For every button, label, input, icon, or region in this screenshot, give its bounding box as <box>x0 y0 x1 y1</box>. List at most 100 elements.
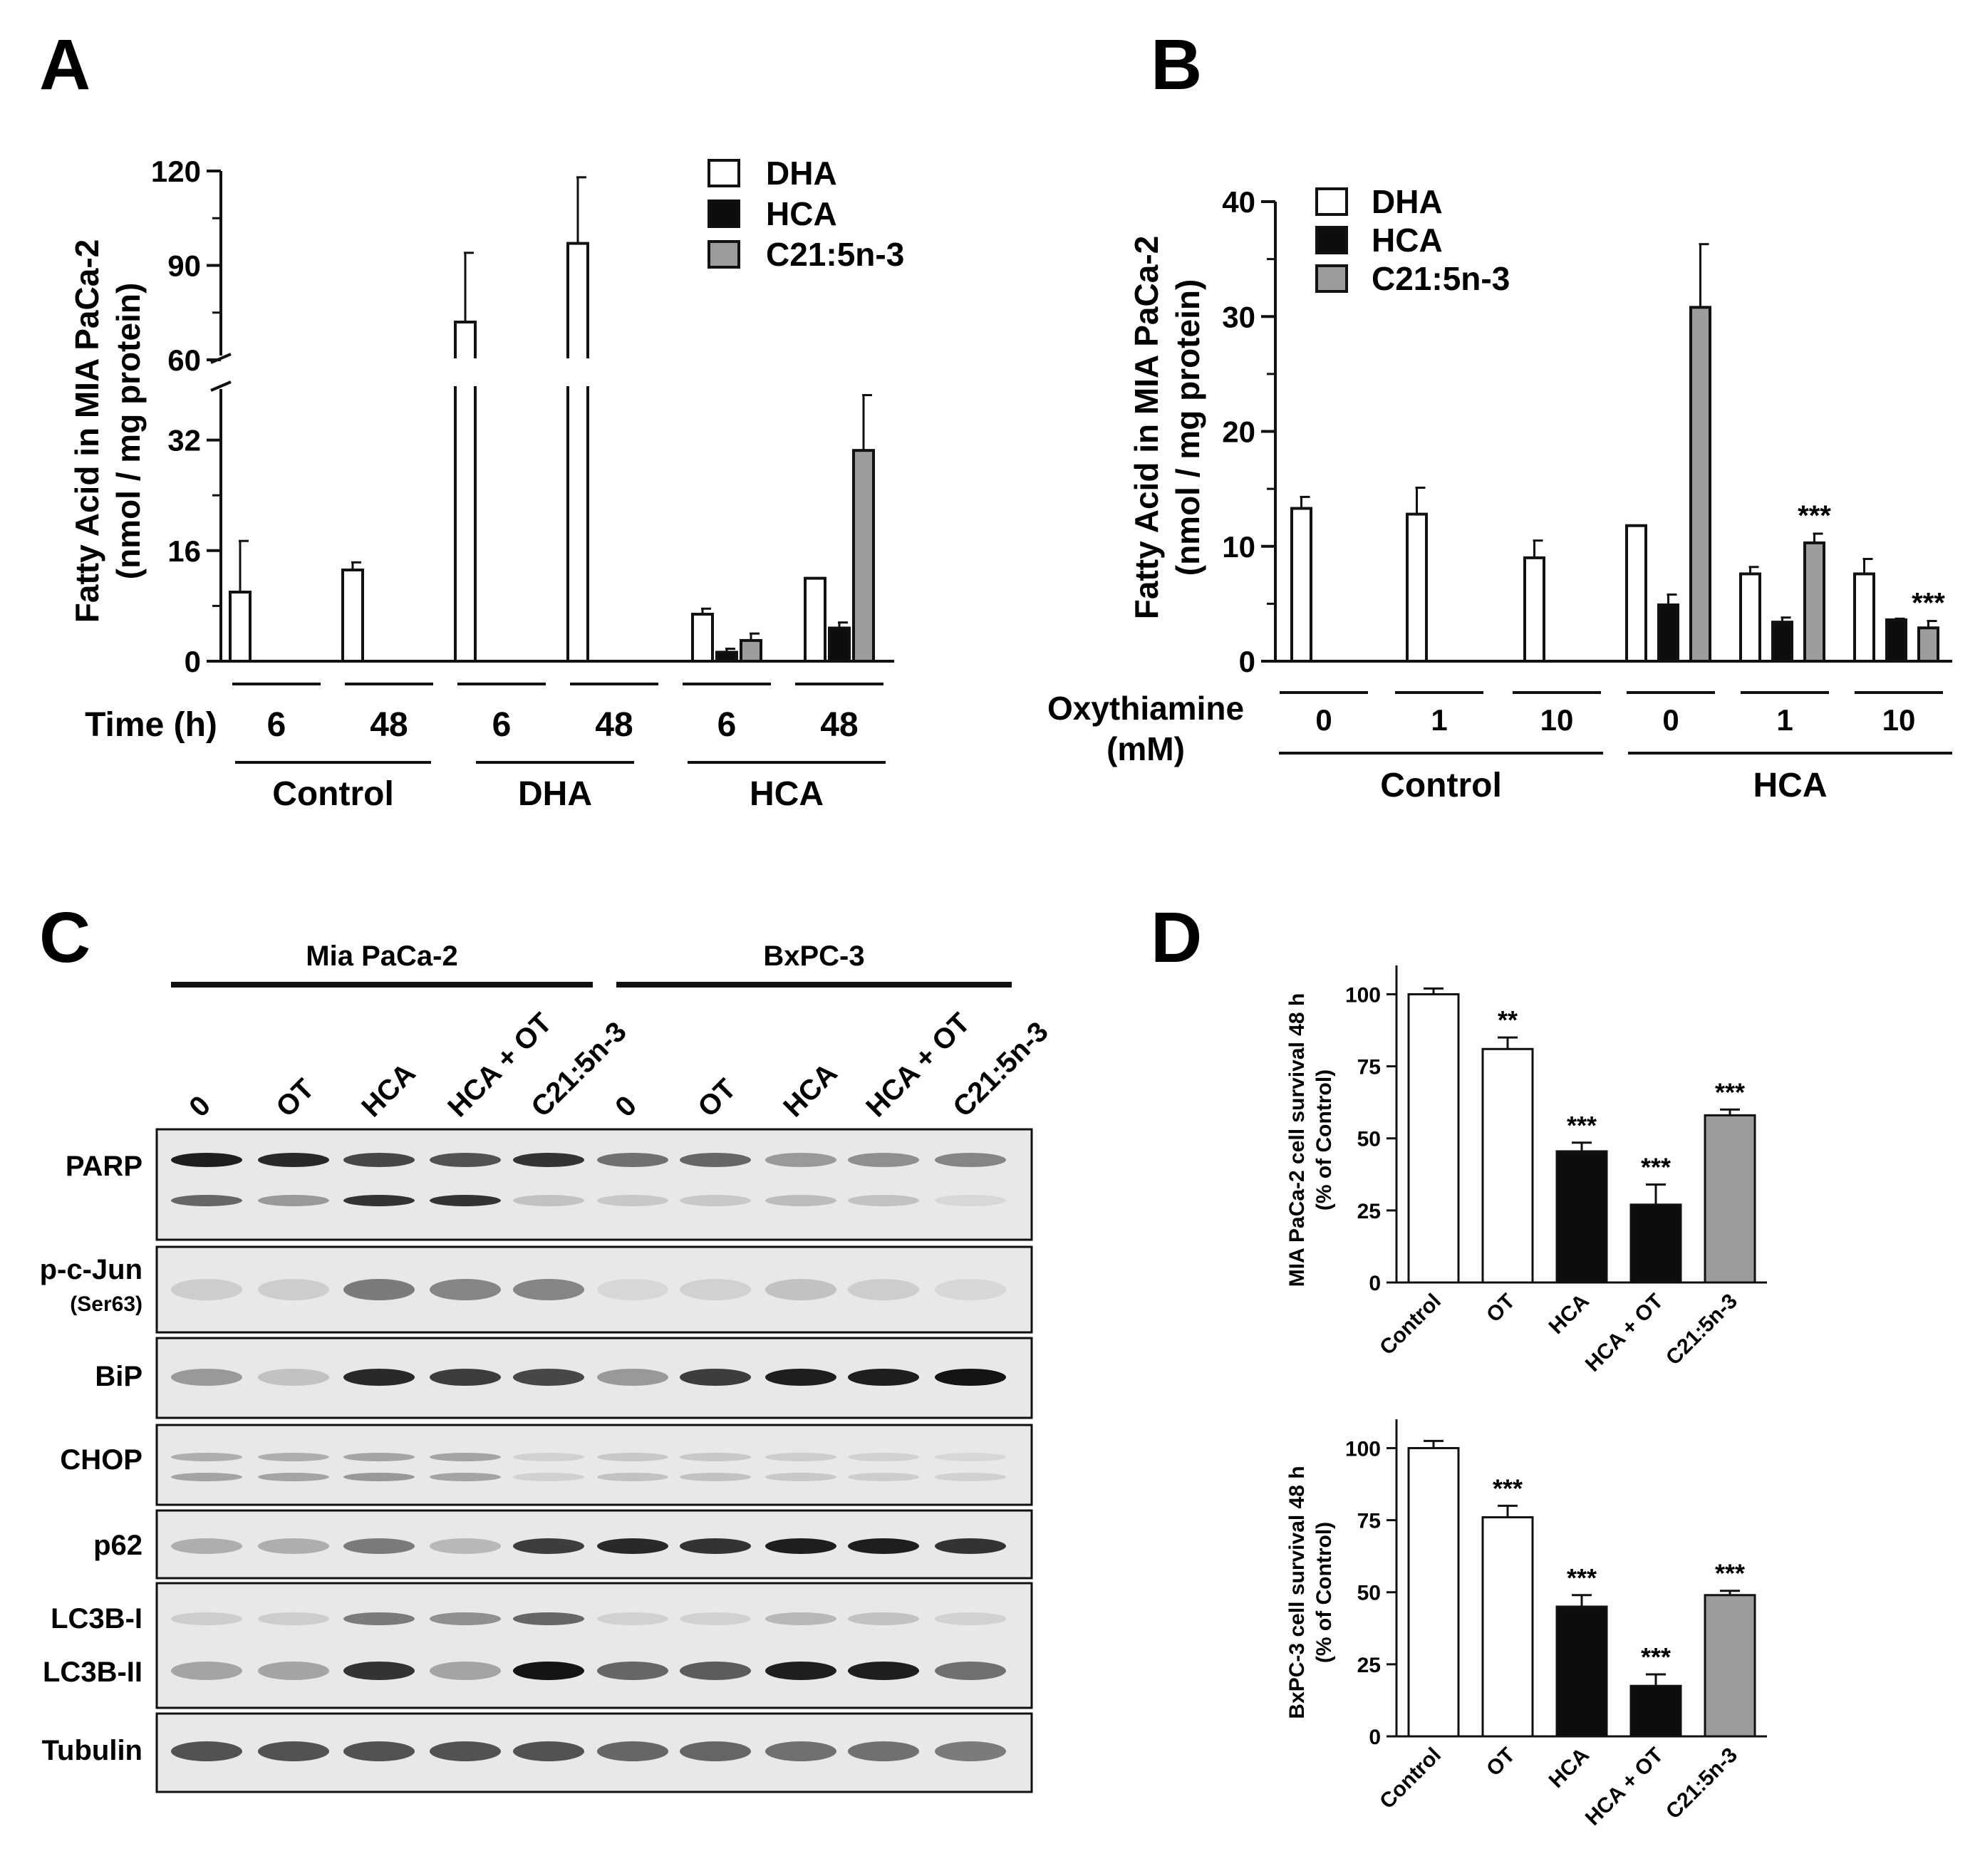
c-cell-line-label: BxPC-3 <box>763 940 864 972</box>
c-band <box>765 1741 836 1761</box>
c-blot-panel <box>155 1582 1033 1709</box>
c-band <box>935 1538 1006 1554</box>
c-band <box>171 1741 242 1761</box>
b-bar <box>1689 306 1711 663</box>
c-band <box>680 1741 751 1761</box>
panel-letter-b: B <box>1151 25 1202 105</box>
c-band <box>680 1473 751 1481</box>
b-bar <box>1917 626 1939 663</box>
c-row-label: LC3B-I <box>51 1603 142 1634</box>
c-band <box>513 1741 584 1761</box>
c-band <box>343 1612 415 1625</box>
c-band <box>258 1473 329 1481</box>
c-band <box>513 1369 584 1386</box>
a-y-tick-label: 0 <box>185 645 201 678</box>
c-row-label: Tubulin <box>42 1735 142 1766</box>
c-band <box>258 1195 329 1206</box>
c-band <box>848 1473 919 1481</box>
d-top-significance-marker: *** <box>1641 1152 1671 1181</box>
c-band <box>430 1741 501 1761</box>
c-band <box>597 1612 668 1625</box>
d-top-significance-marker: ** <box>1498 1005 1518 1035</box>
d-bottom-significance-marker: *** <box>1567 1563 1597 1592</box>
c-band <box>597 1279 668 1300</box>
b-bar <box>1803 541 1825 663</box>
c-band <box>680 1662 751 1680</box>
c-band <box>513 1153 584 1167</box>
a-x-tick-label: 48 <box>595 706 633 744</box>
d-top-x-tick-label: HCA <box>1545 1290 1594 1339</box>
c-cell-line-label: Mia PaCa-2 <box>306 940 457 972</box>
c-band <box>171 1369 242 1386</box>
b-legend-swatch <box>1315 264 1348 293</box>
c-band <box>935 1453 1006 1461</box>
c-band <box>343 1473 415 1481</box>
panel-b: Fatty Acid in MIA PaCa-2 (nmol / mg prot… <box>1047 183 1952 804</box>
c-band <box>513 1195 584 1206</box>
b-bar <box>1739 572 1761 663</box>
a-x-tick-label: 6 <box>492 706 512 744</box>
d-bottom-significance-marker: *** <box>1641 1642 1671 1672</box>
c-lane-label: OT <box>270 1073 320 1123</box>
a-y-tick-label: 16 <box>167 534 201 568</box>
c-band <box>680 1195 751 1206</box>
c-band <box>343 1741 415 1761</box>
c-band <box>343 1279 415 1300</box>
c-band <box>513 1662 584 1680</box>
panel-b-ylabel-line2: (nmol / mg protein) <box>1169 279 1206 576</box>
a-y-tick-label: 60 <box>167 343 201 377</box>
c-band <box>258 1153 329 1167</box>
c-band <box>343 1453 415 1461</box>
d-bottom-bar <box>1481 1516 1534 1738</box>
b-y-tick-label: 20 <box>1222 415 1255 449</box>
c-row-label: CHOP <box>60 1444 142 1476</box>
d-top-bar <box>1629 1203 1682 1284</box>
d-bottom-y-tick-label: 100 <box>1345 1437 1381 1461</box>
d-top-x-tick-label: C21:5n-3 <box>1662 1290 1742 1370</box>
c-band <box>765 1453 836 1461</box>
c-band <box>430 1473 501 1481</box>
b-bar <box>1406 512 1428 663</box>
d-bottom-x-tick-label: HCA <box>1545 1743 1594 1793</box>
b-legend-swatch <box>1315 187 1348 216</box>
d-bottom-x-tick-label: C21:5n-3 <box>1662 1743 1742 1824</box>
a-y-tick-label: 120 <box>151 155 201 188</box>
c-band <box>597 1153 668 1167</box>
a-bar <box>828 626 851 663</box>
panel-letter-d: D <box>1151 898 1202 978</box>
c-lane-label: OT <box>692 1073 742 1123</box>
c-lane-label: 0 <box>183 1090 217 1124</box>
c-band <box>430 1453 501 1461</box>
a-group-label: DHA <box>518 775 592 813</box>
a-bar <box>852 449 875 663</box>
a-legend-label: C21:5n-3 <box>766 236 904 273</box>
c-row-label: PARP <box>66 1151 142 1182</box>
a-y-tick-label: 90 <box>167 249 201 283</box>
c-band <box>765 1538 836 1554</box>
panel-a-ylabel-line1: Fatty Acid in MIA PaCa-2 <box>68 239 105 623</box>
c-band <box>513 1612 584 1625</box>
b-bar <box>1853 572 1875 663</box>
c-band <box>848 1279 919 1300</box>
c-band <box>765 1612 836 1625</box>
d-top-bar <box>1555 1150 1608 1284</box>
c-band <box>680 1279 751 1300</box>
a-bar <box>804 576 826 663</box>
b-group-label: HCA <box>1753 767 1828 804</box>
c-band <box>258 1741 329 1761</box>
panel-b-ot-label-line1: Oxythiamine <box>1047 690 1244 727</box>
d-top-y-tick-label: 50 <box>1357 1128 1381 1151</box>
c-band <box>171 1662 242 1680</box>
b-bar <box>1523 556 1545 663</box>
c-lane-label: 0 <box>609 1090 643 1124</box>
c-band <box>171 1538 242 1554</box>
c-band <box>258 1453 329 1461</box>
b-bar <box>1885 618 1907 663</box>
panel-d-top-ylabel-line1: MIA PaCa-2 cell survival 48 h <box>1285 993 1309 1287</box>
c-band <box>765 1473 836 1481</box>
c-band <box>258 1369 329 1386</box>
a-legend-label: HCA <box>766 195 837 232</box>
c-band <box>935 1369 1006 1386</box>
